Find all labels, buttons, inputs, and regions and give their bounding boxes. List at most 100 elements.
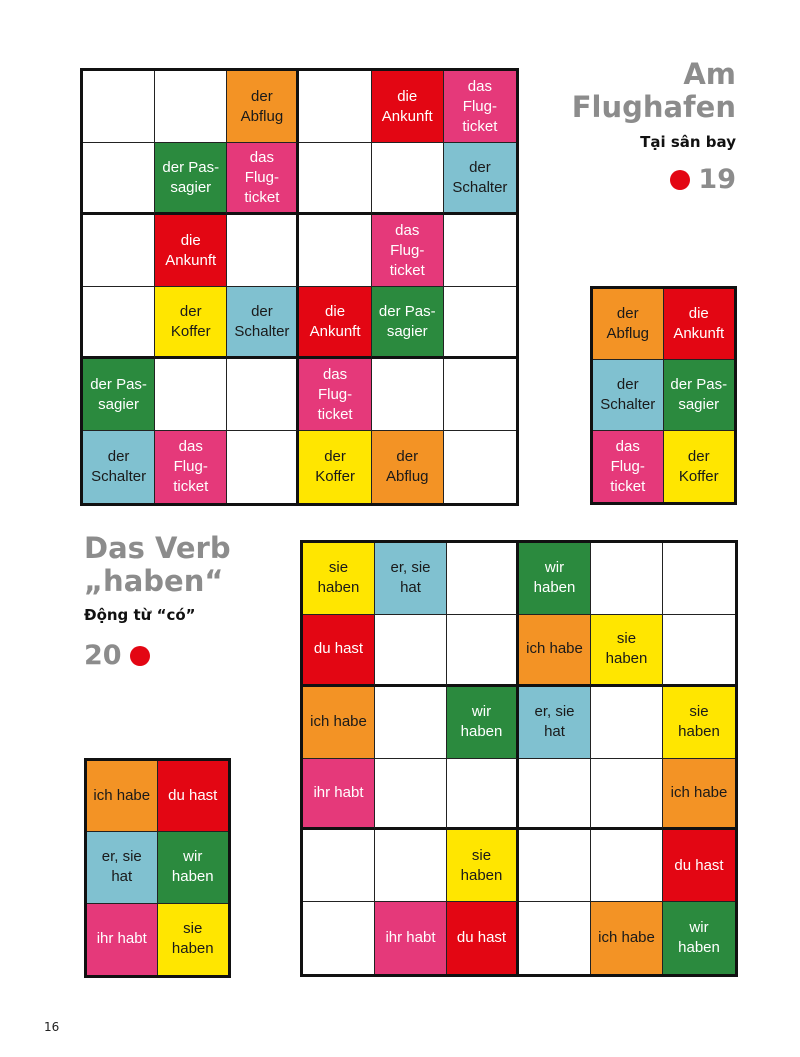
sudoku-cell-filled[interactable]: das Flug- ticket [443,71,516,143]
sudoku-cell-filled[interactable]: der Koffer [155,287,228,359]
sudoku-cell-filled[interactable]: ihr habt [303,758,375,831]
sudoku-cell-filled[interactable]: die Ankunft [155,215,228,287]
sudoku-cell-filled[interactable]: der Schalter [227,287,300,359]
legend-cell: der Schalter [593,360,664,431]
sudoku-cell-empty[interactable] [303,902,375,974]
sudoku-cell-filled[interactable]: ich habe [303,686,375,759]
sudoku-cell-empty[interactable] [83,287,156,359]
sudoku-grid-19: der Abflug die Ankunft das Flug- ticket der… [80,68,519,506]
legend-cell: die Ankunft [663,289,734,360]
legend-cell: ihr habt [87,903,158,975]
sudoku-cell-filled[interactable]: du hast [303,614,375,687]
sudoku-cell-empty[interactable] [447,614,519,687]
sudoku-cell-empty[interactable] [371,143,444,215]
puzzle-20-title: Das Verb „haben“ [84,532,231,598]
sudoku-cell-filled[interactable]: das Flug- ticket [227,143,300,215]
legend-cell: er, sie hat [87,832,158,904]
sudoku-cell-empty[interactable] [375,830,447,903]
sudoku-cell-filled[interactable]: er, sie hat [375,543,447,615]
sudoku-cell-empty[interactable] [155,71,228,143]
legend-cell: der Pas- sagier [663,360,734,431]
legend-cell: ich habe [87,761,158,833]
sudoku-cell-empty[interactable] [443,287,516,359]
sudoku-cell-empty[interactable] [447,758,519,831]
sudoku-cell-filled[interactable]: der Koffer [299,431,372,503]
legend-grid-20: ich habe du hast er, sie hat wir haben ihr h… [84,758,231,978]
sudoku-cell-empty[interactable] [519,902,591,974]
title-line-2: „haben“ [84,564,224,598]
sudoku-cell-filled[interactable]: der Pas- sagier [155,143,228,215]
sudoku-cell-empty[interactable] [591,543,663,615]
sudoku-cell-filled[interactable]: das Flug- ticket [371,215,444,287]
sudoku-cell-empty[interactable] [375,686,447,759]
sudoku-cell-empty[interactable] [227,431,300,503]
sudoku-cell-filled[interactable]: der Pas- sagier [83,359,156,431]
sudoku-cell-filled[interactable]: ihr habt [375,902,447,974]
sudoku-cell-empty[interactable] [663,543,735,615]
legend-cell: du hast [157,761,228,833]
sudoku-cell-filled[interactable]: der Abflug [371,431,444,503]
sudoku-cell-empty[interactable] [443,215,516,287]
sudoku-cell-filled[interactable]: sie haben [303,543,375,615]
sudoku-cell-filled[interactable]: das Flug- ticket [299,359,372,431]
sudoku-cell-filled[interactable]: ich habe [519,614,591,687]
sudoku-cell-empty[interactable] [299,143,372,215]
sudoku-cell-empty[interactable] [663,615,735,687]
sudoku-cell-filled[interactable]: wir haben [447,686,519,759]
sudoku-cell-empty[interactable] [83,215,156,287]
legend-cell: sie haben [157,903,228,975]
sudoku-cell-filled[interactable]: wir haben [519,543,591,615]
sudoku-cell-empty[interactable] [519,830,591,903]
sudoku-cell-filled[interactable]: ich habe [663,758,735,831]
puzzle-19-title: Am Flughafen [572,58,736,124]
sudoku-cell-empty[interactable] [155,359,228,431]
sudoku-cell-filled[interactable]: der Schalter [443,143,516,215]
puzzle-19-subtitle: Tại sân bay [640,133,736,151]
puzzle-20-subtitle: Động từ “có” [84,606,196,624]
sudoku-cell-filled[interactable]: der Pas- sagier [371,287,444,359]
sudoku-cell-empty[interactable] [299,215,372,287]
sudoku-cell-filled[interactable]: sie haben [447,830,519,903]
sudoku-cell-empty[interactable] [591,686,663,759]
legend-cell: der Abflug [593,289,664,360]
puzzle-19-number: 19 [670,164,736,196]
legend-cell: wir haben [157,832,228,904]
sudoku-cell-empty[interactable] [83,71,156,143]
sudoku-cell-filled[interactable]: die Ankunft [299,287,372,359]
sudoku-cell-empty[interactable] [519,758,591,831]
sudoku-cell-empty[interactable] [83,143,156,215]
number-text: 20 [84,640,122,671]
sudoku-cell-empty[interactable] [444,431,516,503]
sudoku-cell-filled[interactable]: das Flug- ticket [155,431,228,503]
number-text: 19 [698,164,736,195]
sudoku-cell-filled[interactable]: der Abflug [227,71,300,143]
title-line-1: Das Verb [84,531,231,565]
legend-cell: der Koffer [663,431,734,502]
sudoku-cell-empty[interactable] [443,359,516,431]
sudoku-cell-filled[interactable]: die Ankunft [371,71,444,143]
sudoku-cell-filled[interactable]: du hast [447,902,519,974]
sudoku-cell-empty[interactable] [303,830,375,903]
legend-cell: das Flug- ticket [593,431,664,502]
sudoku-cell-empty[interactable] [371,359,444,431]
sudoku-cell-filled[interactable]: wir haben [663,902,735,974]
sudoku-cell-empty[interactable] [227,215,300,287]
sudoku-cell-filled[interactable]: sie haben [663,686,735,759]
sudoku-cell-filled[interactable]: du hast [663,830,735,903]
sudoku-cell-empty[interactable] [591,758,663,831]
sudoku-cell-filled[interactable]: er, sie hat [519,686,591,759]
sudoku-cell-filled[interactable]: der Schalter [83,431,156,503]
puzzle-20-number: 20 [84,640,150,672]
sudoku-cell-empty[interactable] [447,543,519,615]
red-dot-icon [129,646,150,666]
legend-grid-19: der Abflug die Ankunft der Schalter der Pas… [590,286,737,505]
sudoku-cell-empty[interactable] [375,758,447,831]
sudoku-cell-filled[interactable]: sie haben [591,614,663,687]
sudoku-cell-empty[interactable] [227,359,300,431]
sudoku-cell-empty[interactable] [591,830,663,903]
title-line-1: Am [683,57,736,91]
sudoku-cell-empty[interactable] [375,614,447,687]
sudoku-cell-empty[interactable] [299,71,372,143]
sudoku-cell-filled[interactable]: ich habe [591,902,663,974]
sudoku-grid-20: sie haben er, sie hat wir haben du hast ich … [300,540,738,977]
